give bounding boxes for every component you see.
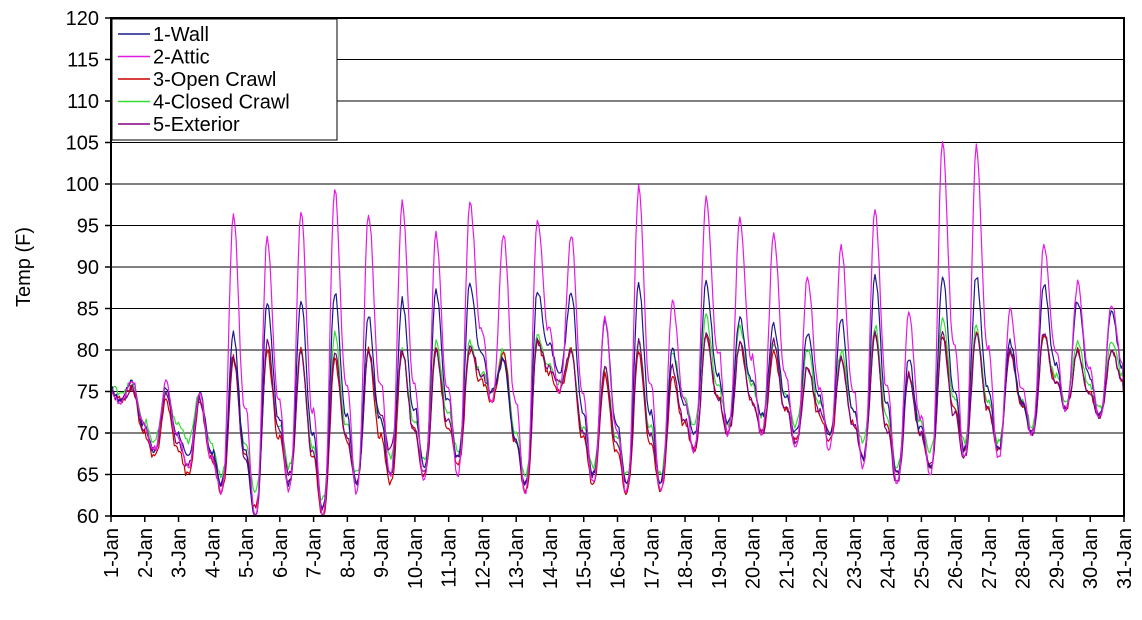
y-tick-label: 60 [77, 506, 99, 528]
x-tick-label: 12-Jan [472, 528, 494, 589]
y-tick-label: 120 [66, 8, 99, 30]
y-axis-title: Temp (F) [13, 227, 35, 307]
y-tick-label: 115 [67, 50, 99, 72]
x-axis: 1-Jan 2-Jan 3-Jan 4-Jan 5-Jan 6-Jan 7-Jan 8-Jan… [101, 516, 1136, 589]
x-tick-label: 22-Jan [810, 528, 832, 589]
x-tick-label: 13-Jan [506, 528, 528, 589]
x-tick-label: 26-Jan [945, 528, 967, 589]
y-axis: 60 65 70 75 80 85 90 95 100 105 110 115 120 [66, 8, 111, 528]
x-tick-label: 24-Jan [878, 528, 900, 589]
x-tick-label: 11-Jan [439, 528, 461, 588]
legend-box [111, 18, 338, 141]
legend-label: 5-Exterior [153, 114, 240, 136]
legend-label: 4-Closed Crawl [153, 92, 290, 114]
x-tick-label: 7-Jan [304, 528, 326, 578]
legend-label: 3-Open Crawl [153, 69, 276, 91]
series-line-3-open-crawl [110, 331, 1125, 517]
x-tick-label: 20-Jan [743, 528, 765, 589]
x-tick-label: 18-Jan [675, 528, 697, 589]
x-tick-label: 29-Jan [1046, 528, 1068, 589]
y-tick-label: 100 [66, 174, 99, 196]
x-tick-label: 10-Jan [405, 528, 427, 589]
legend-label: 1-Wall [153, 24, 209, 46]
x-tick-label: 6-Jan [270, 528, 292, 578]
x-tick-label: 3-Jan [169, 528, 191, 578]
x-tick-label: 9-Jan [371, 528, 393, 578]
y-tick-label: 85 [77, 299, 99, 321]
series-line-2-attic [110, 140, 1125, 517]
y-tick-label: 105 [66, 133, 99, 155]
x-tick-label: 31-Jan [1114, 528, 1136, 589]
legend-label: 2-Attic [153, 47, 210, 69]
x-tick-label: 21-Jan [776, 528, 798, 589]
series-line-1-wall [110, 273, 1125, 517]
x-tick-label: 15-Jan [574, 528, 596, 589]
series-line-4-closed-crawl [110, 313, 1125, 501]
x-tick-label: 28-Jan [1013, 528, 1035, 589]
y-tick-label: 80 [77, 340, 99, 362]
y-tick-label: 110 [67, 91, 99, 113]
x-tick-label: 16-Jan [608, 528, 630, 589]
x-tick-label: 17-Jan [641, 528, 663, 589]
x-tick-label: 5-Jan [236, 528, 258, 578]
x-tick-label: 25-Jan [911, 528, 933, 589]
series-line-5-exterior [110, 330, 1125, 517]
y-tick-label: 70 [77, 423, 99, 445]
y-tick-label: 65 [77, 465, 99, 487]
x-tick-label: 27-Jan [979, 528, 1001, 589]
y-tick-label: 90 [77, 257, 99, 279]
series-layer [110, 140, 1125, 517]
x-tick-label: 8-Jan [337, 528, 359, 578]
x-tick-label: 4-Jan [202, 528, 224, 578]
x-tick-label: 14-Jan [540, 528, 562, 589]
x-tick-label: 19-Jan [709, 528, 731, 589]
y-tick-label: 75 [77, 382, 99, 404]
x-tick-label: 2-Jan [135, 528, 157, 578]
x-tick-label: 1-Jan [101, 528, 123, 578]
x-tick-label: 23-Jan [844, 528, 866, 589]
x-tick-label: 30-Jan [1080, 528, 1102, 589]
y-tick-label: 95 [77, 216, 99, 238]
